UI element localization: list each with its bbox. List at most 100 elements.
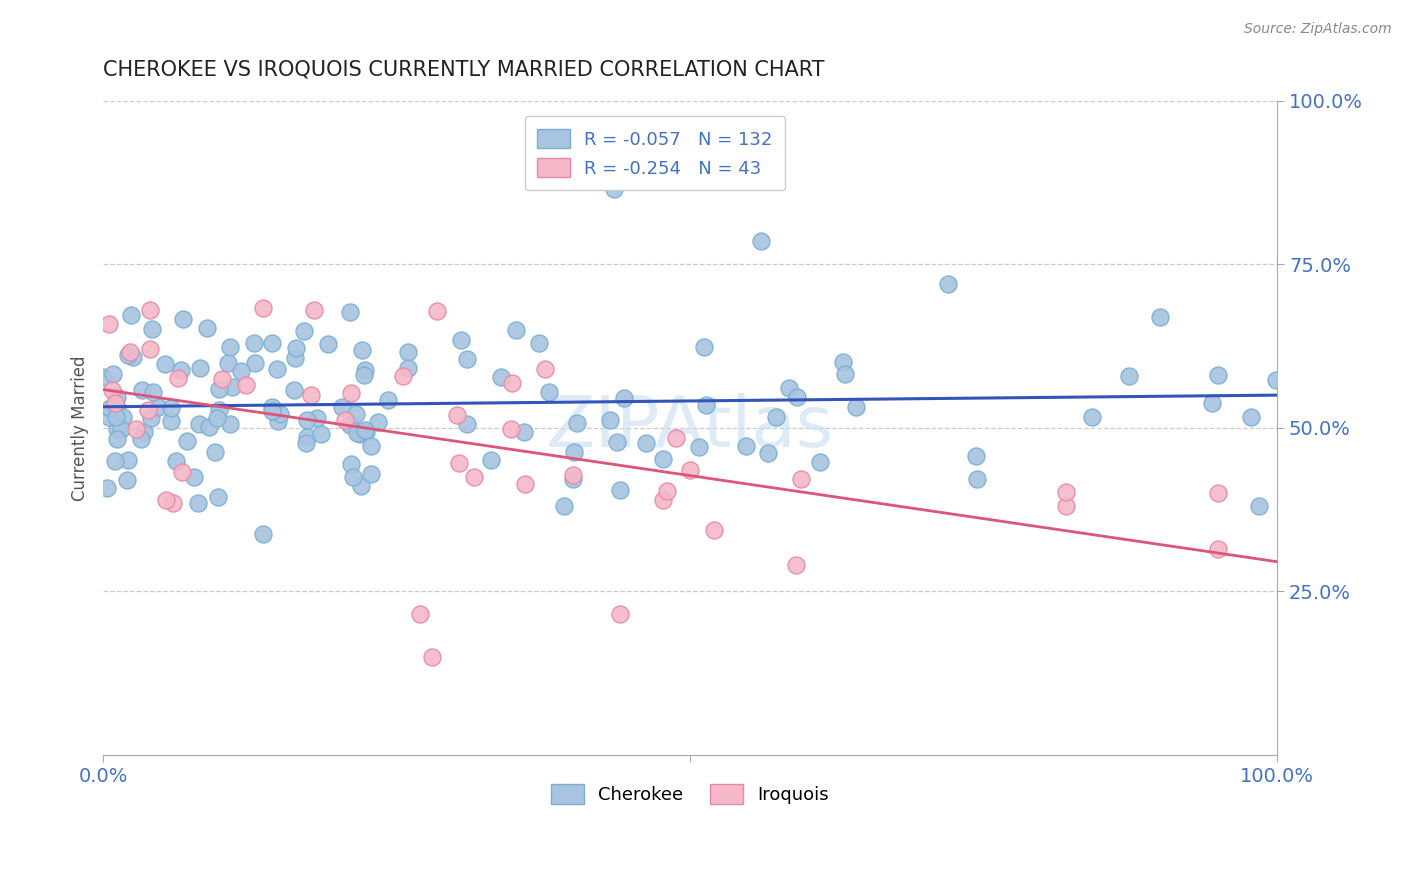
Point [260,404,283,418]
Point [218,417,240,431]
Point [1249,500,1271,514]
Point [267,414,290,428]
Point [160,414,183,428]
Point [778,381,800,395]
Point [1118,368,1140,383]
Point [505,323,527,337]
Point [735,439,758,453]
Y-axis label: Currently Married: Currently Married [72,355,89,500]
Point [350,343,373,357]
Point [609,483,631,497]
Point [613,391,636,405]
Point [396,361,419,376]
Point [1054,500,1077,514]
Point [845,401,868,415]
Point [1081,410,1104,425]
Point [808,455,831,469]
Point [339,457,361,471]
Point [695,398,717,412]
Point [221,380,243,394]
Point [463,470,485,484]
Point [121,350,143,364]
Point [501,376,523,390]
Point [142,385,165,400]
Point [136,403,159,417]
Point [529,336,551,351]
Point [104,396,127,410]
Point [132,425,155,439]
Point [335,413,357,427]
Point [655,484,678,499]
Point [115,473,138,487]
Point [187,495,209,509]
Point [176,434,198,448]
Point [208,382,231,396]
Point [360,439,382,453]
Point [208,402,231,417]
Point [456,417,478,431]
Point [377,392,399,407]
Point [391,368,413,383]
Point [749,234,772,248]
Point [537,384,560,399]
Point [609,607,631,622]
Point [426,303,449,318]
Point [124,422,146,436]
Point [1208,486,1230,500]
Point [118,345,141,359]
Point [603,182,626,196]
Point [183,470,205,484]
Point [153,357,176,371]
Point [340,386,363,401]
Point [211,372,233,386]
Point [479,453,502,467]
Point [349,426,371,441]
Point [398,345,420,359]
Point [447,456,470,470]
Text: CHEROKEE VS IROQUOIS CURRENTLY MARRIED CORRELATION CHART: CHEROKEE VS IROQUOIS CURRENTLY MARRIED C… [103,60,825,79]
Point [252,301,274,315]
Point [96,481,118,495]
Point [235,378,257,392]
Point [205,410,228,425]
Point [634,436,657,450]
Point [292,324,315,338]
Point [544,162,567,177]
Point [104,409,127,424]
Point [111,410,134,425]
Point [831,355,853,369]
Point [304,303,326,318]
Point [217,356,239,370]
Point [665,431,688,445]
Text: ZIPAtlas: ZIPAtlas [546,393,834,462]
Point [450,333,472,347]
Point [1054,484,1077,499]
Point [243,356,266,370]
Point [295,430,318,444]
Point [652,452,675,467]
Point [346,426,368,441]
Point [565,416,588,430]
Point [139,411,162,425]
Point [785,558,807,573]
Point [339,418,361,433]
Point [120,308,142,322]
Point [703,524,725,538]
Point [1208,541,1230,556]
Point [105,401,128,416]
Point [165,454,187,468]
Point [295,436,318,450]
Point [283,383,305,397]
Point [353,368,375,383]
Point [103,367,125,381]
Point [162,495,184,509]
Point [367,415,389,429]
Point [342,470,364,484]
Point [170,465,193,479]
Point [344,407,367,421]
Point [305,411,328,425]
Point [166,371,188,385]
Point [354,362,377,376]
Text: Source: ZipAtlas.com: Source: ZipAtlas.com [1244,22,1392,37]
Point [195,321,218,335]
